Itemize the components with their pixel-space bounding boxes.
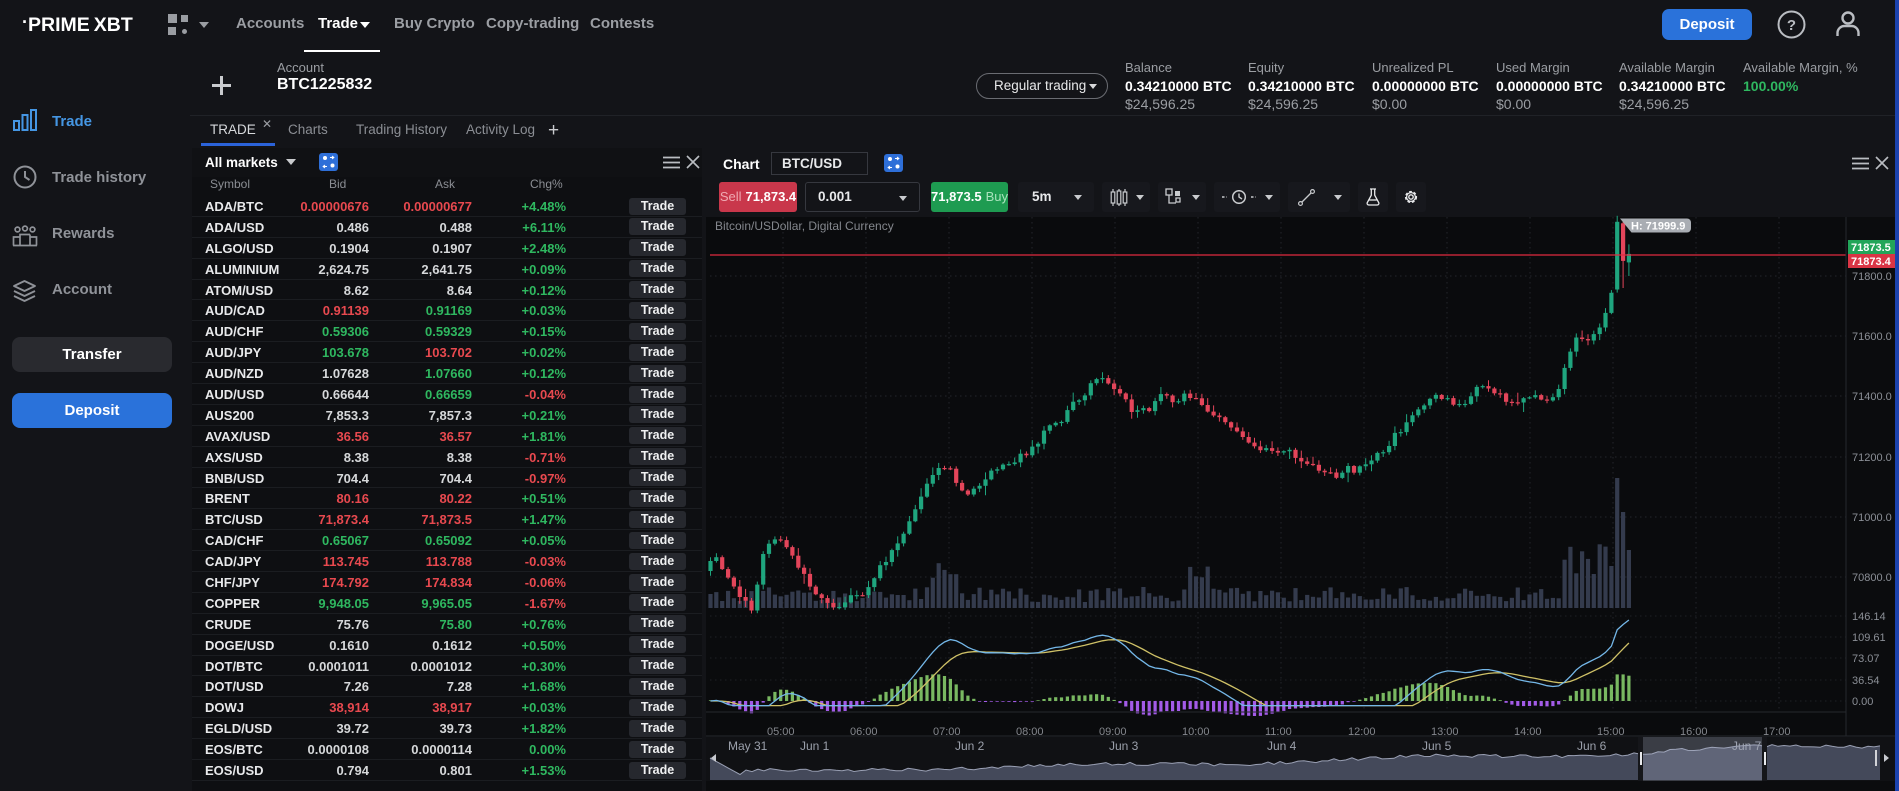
svg-text:Jun 1: Jun 1 <box>800 739 830 753</box>
svg-text:Jun 2: Jun 2 <box>955 739 985 753</box>
svg-text:06:00: 06:00 <box>850 726 878 738</box>
svg-text:70800.0: 70800.0 <box>1852 572 1892 584</box>
svg-text:07:00: 07:00 <box>933 726 961 738</box>
svg-text:71000.0: 71000.0 <box>1852 512 1892 524</box>
svg-text:May 31: May 31 <box>728 739 768 753</box>
svg-text:12:00: 12:00 <box>1348 726 1376 738</box>
svg-text:71200.0: 71200.0 <box>1852 452 1892 464</box>
svg-text:15:00: 15:00 <box>1597 726 1625 738</box>
svg-text:09:00: 09:00 <box>1099 726 1127 738</box>
svg-text:14:00: 14:00 <box>1514 726 1542 738</box>
svg-text:Jun 5: Jun 5 <box>1422 739 1452 753</box>
svg-text:71600.0: 71600.0 <box>1852 331 1892 343</box>
svg-text:?: ? <box>1787 17 1796 34</box>
svg-text:71800.0: 71800.0 <box>1852 271 1892 283</box>
svg-text:13:00: 13:00 <box>1431 726 1459 738</box>
svg-text:Jun 4: Jun 4 <box>1267 739 1297 753</box>
svg-text:71873.4: 71873.4 <box>1851 256 1892 268</box>
svg-text:Jun 6: Jun 6 <box>1577 739 1607 753</box>
svg-text:71873.5: 71873.5 <box>1851 242 1891 254</box>
svg-text:71400.0: 71400.0 <box>1852 391 1892 403</box>
svg-text:16:00: 16:00 <box>1680 726 1708 738</box>
svg-text:17:00: 17:00 <box>1763 726 1791 738</box>
svg-text:109.61: 109.61 <box>1852 632 1886 644</box>
svg-text:Bitcoin/USDollar, Digital Curr: Bitcoin/USDollar, Digital Currency <box>715 219 894 233</box>
svg-text:10:00: 10:00 <box>1182 726 1210 738</box>
svg-text:Jun 7: Jun 7 <box>1732 739 1762 753</box>
svg-text:Jun 3: Jun 3 <box>1109 739 1139 753</box>
svg-text:0.00: 0.00 <box>1852 696 1873 708</box>
svg-text:08:00: 08:00 <box>1016 726 1044 738</box>
svg-text:05:00: 05:00 <box>767 726 795 738</box>
svg-text:11:00: 11:00 <box>1265 726 1292 738</box>
svg-text:H: 71999.9: H: 71999.9 <box>1631 221 1685 233</box>
svg-text:146.14: 146.14 <box>1852 611 1886 623</box>
svg-text:36.54: 36.54 <box>1852 675 1880 687</box>
svg-text:73.07: 73.07 <box>1852 653 1880 665</box>
